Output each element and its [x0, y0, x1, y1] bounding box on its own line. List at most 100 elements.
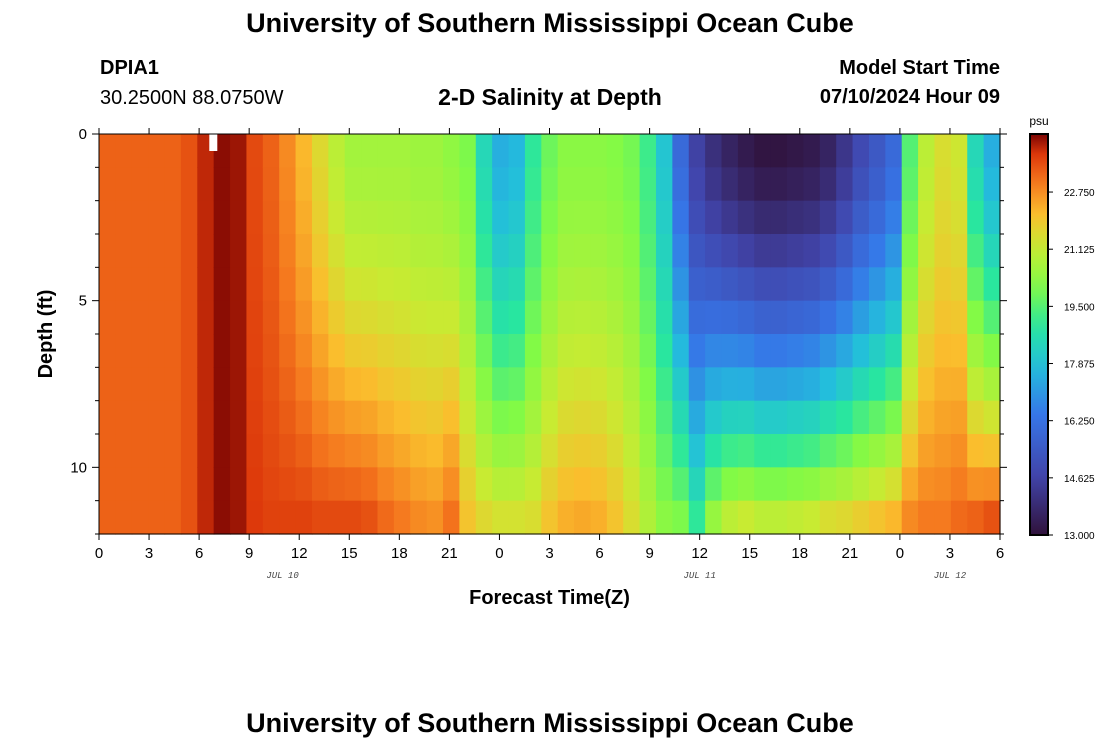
heatmap-cell — [754, 200, 772, 235]
heatmap-cell — [426, 267, 444, 302]
x-tick-label: 12 — [291, 545, 308, 562]
heatmap-cell — [443, 434, 460, 468]
heatmap-cell — [639, 267, 657, 302]
heatmap-cell — [328, 367, 346, 402]
heatmap-cell — [541, 300, 559, 335]
heatmap-cell — [524, 300, 542, 335]
heatmap-cell — [361, 300, 379, 335]
heatmap-cell — [885, 267, 903, 302]
heatmap-cell — [836, 200, 854, 235]
heatmap-cell — [606, 200, 624, 235]
heatmap-cell — [443, 167, 460, 202]
heatmap-cell — [426, 200, 444, 235]
heatmap-cell — [868, 334, 886, 368]
heatmap-cell — [246, 167, 264, 202]
heatmap-cell — [410, 134, 428, 168]
heatmap-cell — [213, 467, 231, 502]
heatmap-cell — [180, 500, 198, 535]
heatmap-cell — [852, 467, 870, 502]
heatmap-cell — [230, 167, 248, 202]
heatmap-cell — [950, 200, 968, 235]
heatmap-cell — [918, 267, 936, 302]
heatmap-cell — [819, 267, 837, 302]
heatmap-cell — [655, 234, 673, 268]
heatmap-cell — [967, 234, 985, 268]
heatmap-cell — [508, 400, 526, 435]
heatmap-cell — [410, 367, 428, 402]
heatmap-cell — [328, 300, 346, 335]
heatmap-cell — [344, 400, 362, 435]
heatmap-cell — [754, 167, 772, 202]
heatmap-cell — [721, 267, 739, 302]
heatmap-cell — [950, 467, 968, 502]
heatmap-cell — [164, 500, 182, 535]
heatmap-cell — [328, 500, 346, 535]
heatmap-cell — [361, 367, 379, 402]
heatmap-cell — [492, 267, 510, 302]
heatmap-cell — [279, 467, 297, 502]
heatmap-cell — [983, 167, 1001, 202]
heatmap-cell — [377, 234, 395, 268]
heatmap-cell — [836, 334, 854, 368]
heatmap-cell — [197, 400, 215, 435]
heatmap-cell — [475, 367, 493, 402]
heatmap-cell — [426, 167, 444, 202]
heatmap-cell — [295, 134, 313, 168]
heatmap-cell — [885, 200, 903, 235]
heatmap-cell — [672, 134, 690, 168]
heatmap-cell — [590, 167, 608, 202]
heatmap-cell — [295, 234, 313, 268]
heatmap-cell — [737, 200, 755, 235]
heatmap-cell — [557, 334, 575, 368]
heatmap-cell — [311, 134, 329, 168]
heatmap-cell — [934, 267, 952, 302]
heatmap-cell — [803, 134, 821, 168]
heatmap-cell — [148, 167, 166, 202]
heatmap-cell — [492, 167, 510, 202]
heatmap-cell — [246, 234, 264, 268]
date-label: JUL 10 — [266, 571, 299, 581]
heatmap-cell — [279, 134, 297, 168]
heatmap-cell — [721, 467, 739, 502]
heatmap-cell — [705, 167, 723, 202]
heatmap-cell — [230, 234, 248, 268]
heatmap-cell — [279, 167, 297, 202]
heatmap-cell — [344, 234, 362, 268]
heatmap-cell — [655, 400, 673, 435]
heatmap-cell — [393, 400, 411, 435]
heatmap-cell — [819, 367, 837, 402]
heatmap-cell — [623, 467, 641, 502]
heatmap-cell — [508, 334, 526, 368]
heatmap-cell — [508, 434, 526, 468]
heatmap-cell — [115, 134, 133, 168]
heatmap-cell — [246, 300, 264, 335]
date-labels: JUL 10 JUL 11 JUL 12 — [266, 571, 966, 581]
heatmap-cell — [787, 467, 805, 502]
heatmap-cell — [574, 300, 592, 335]
heatmap-cell — [983, 267, 1001, 302]
heatmap-cell — [918, 334, 936, 368]
heatmap-cell — [148, 234, 166, 268]
heatmap-cell — [164, 267, 182, 302]
heatmap-cell — [754, 234, 772, 268]
heatmap-cell — [967, 367, 985, 402]
heatmap-cell — [262, 334, 280, 368]
heatmap-cell — [934, 367, 952, 402]
heatmap-cell — [967, 334, 985, 368]
heatmap-cell — [606, 434, 624, 468]
heatmap-cell — [344, 167, 362, 202]
heatmap-cell — [672, 367, 690, 402]
heatmap-cell — [393, 334, 411, 368]
heatmap-cell — [819, 234, 837, 268]
heatmap-cell — [803, 367, 821, 402]
heatmap-cell — [787, 134, 805, 168]
heatmap-cell — [99, 500, 116, 535]
heatmap-cell — [819, 467, 837, 502]
heatmap-cell — [754, 434, 772, 468]
heatmap-cell — [819, 500, 837, 535]
heatmap-cell — [311, 234, 329, 268]
heatmap-cell — [590, 500, 608, 535]
heatmap-cell — [885, 300, 903, 335]
heatmap-cell — [524, 134, 542, 168]
